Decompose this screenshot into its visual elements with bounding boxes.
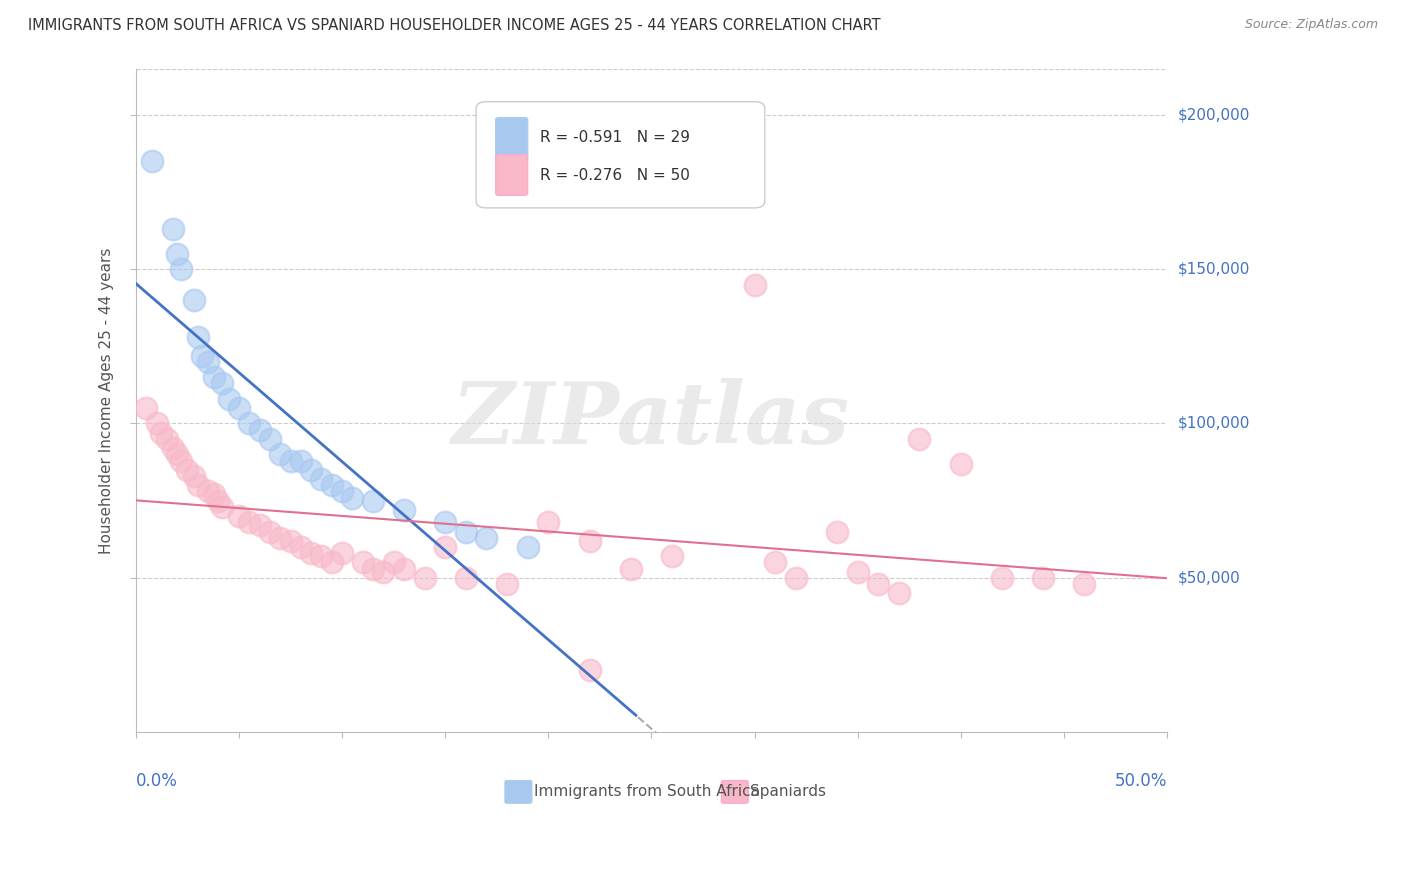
Point (269, 531, 291, 545)
FancyBboxPatch shape (721, 780, 748, 803)
Point (228, 509, 250, 524)
Point (373, 565, 395, 579)
Point (228, 401, 250, 415)
Point (392, 561, 415, 575)
Text: $100,000: $100,000 (1178, 416, 1250, 431)
Point (238, 515, 260, 529)
Point (211, 376, 233, 391)
Point (825, 524, 848, 539)
Point (280, 453, 302, 467)
Point (382, 555, 405, 569)
Text: ZIPatlas: ZIPatlas (453, 378, 851, 462)
Point (434, 540, 457, 554)
Point (211, 500, 233, 514)
Point (311, 549, 333, 564)
Point (846, 565, 869, 579)
Point (516, 540, 538, 554)
Point (991, 571, 1014, 585)
Point (183, 469, 205, 483)
Point (361, 493, 384, 508)
Point (141, 154, 163, 169)
FancyBboxPatch shape (505, 780, 531, 803)
Point (330, 546, 353, 560)
Point (744, 277, 766, 292)
Point (191, 349, 214, 363)
Point (197, 484, 219, 499)
Point (166, 246, 188, 260)
Point (299, 463, 322, 477)
Point (197, 355, 219, 369)
Point (661, 549, 683, 564)
Point (170, 453, 193, 467)
Point (537, 515, 560, 529)
Point (908, 432, 931, 446)
Point (496, 577, 519, 591)
Point (330, 484, 353, 499)
Text: $150,000: $150,000 (1178, 261, 1250, 277)
Point (578, 664, 600, 678)
Point (149, 425, 172, 440)
Point (342, 491, 364, 505)
Point (162, 222, 184, 236)
Point (218, 392, 240, 406)
Point (269, 447, 291, 461)
Point (187, 330, 209, 344)
Point (620, 561, 643, 575)
Point (392, 503, 415, 517)
Point (887, 586, 910, 600)
Point (454, 524, 477, 539)
Text: $50,000: $50,000 (1178, 570, 1240, 585)
Point (259, 432, 281, 446)
Point (166, 447, 188, 461)
Point (763, 555, 786, 569)
Point (207, 493, 229, 508)
Point (183, 293, 205, 307)
Text: Spaniards: Spaniards (751, 784, 827, 799)
Text: Source: ZipAtlas.com: Source: ZipAtlas.com (1244, 18, 1378, 31)
Point (578, 533, 600, 548)
Point (202, 487, 225, 501)
Point (311, 472, 333, 486)
Point (413, 571, 436, 585)
Point (202, 370, 225, 384)
Point (321, 555, 343, 569)
Point (162, 441, 184, 455)
Point (259, 524, 281, 539)
Point (949, 457, 972, 471)
Y-axis label: Householder Income Ages 25 - 44 years: Householder Income Ages 25 - 44 years (100, 247, 114, 554)
Point (1032, 571, 1054, 585)
Point (321, 478, 343, 492)
Point (249, 518, 271, 533)
Point (868, 577, 890, 591)
Point (290, 453, 312, 467)
Point (1073, 577, 1095, 591)
Point (135, 401, 157, 415)
Text: Immigrants from South Africa: Immigrants from South Africa (534, 784, 759, 799)
FancyBboxPatch shape (496, 118, 527, 158)
Point (454, 571, 477, 585)
Point (187, 478, 209, 492)
Point (434, 515, 457, 529)
Point (176, 463, 198, 477)
Point (352, 555, 374, 569)
Point (170, 262, 193, 277)
Text: R = -0.591   N = 29: R = -0.591 N = 29 (540, 130, 690, 145)
Point (249, 423, 271, 437)
Text: R = -0.276   N = 50: R = -0.276 N = 50 (540, 168, 690, 183)
Point (238, 417, 260, 431)
Point (475, 531, 498, 545)
Text: $200,000: $200,000 (1178, 107, 1250, 122)
Point (156, 432, 179, 446)
Point (280, 533, 302, 548)
Text: IMMIGRANTS FROM SOUTH AFRICA VS SPANIARD HOUSEHOLDER INCOME AGES 25 - 44 YEARS C: IMMIGRANTS FROM SOUTH AFRICA VS SPANIARD… (28, 18, 880, 33)
Point (299, 546, 322, 560)
Point (290, 540, 312, 554)
Point (145, 417, 167, 431)
Text: 0.0%: 0.0% (136, 772, 177, 790)
Point (361, 561, 384, 575)
FancyBboxPatch shape (496, 155, 527, 195)
FancyBboxPatch shape (477, 102, 765, 208)
Point (785, 571, 807, 585)
Text: 50.0%: 50.0% (1115, 772, 1167, 790)
